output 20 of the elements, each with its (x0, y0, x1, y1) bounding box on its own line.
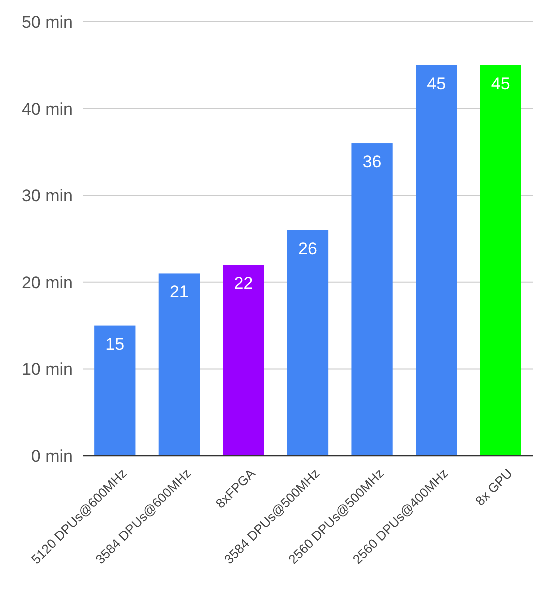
y-tick-label: 30 min (22, 186, 73, 206)
y-tick-label: 50 min (22, 12, 73, 32)
bar (94, 326, 136, 456)
y-tick-label: 40 min (22, 100, 73, 119)
bar (158, 274, 200, 456)
y-tick-label: 20 min (22, 273, 73, 292)
data-label: 22 (234, 274, 254, 294)
y-tick-label: 0 min (31, 446, 73, 466)
bar (287, 230, 329, 456)
data-label: 15 (106, 334, 125, 354)
data-label: 45 (491, 74, 510, 94)
data-label: 26 (298, 239, 318, 258)
data-label: 45 (427, 74, 446, 94)
bar (352, 144, 393, 456)
bar (223, 265, 264, 456)
bar (416, 65, 458, 456)
y-tick-label: 10 min (22, 360, 73, 380)
bar (480, 65, 522, 456)
data-label: 36 (362, 152, 382, 172)
data-label: 21 (170, 282, 189, 302)
